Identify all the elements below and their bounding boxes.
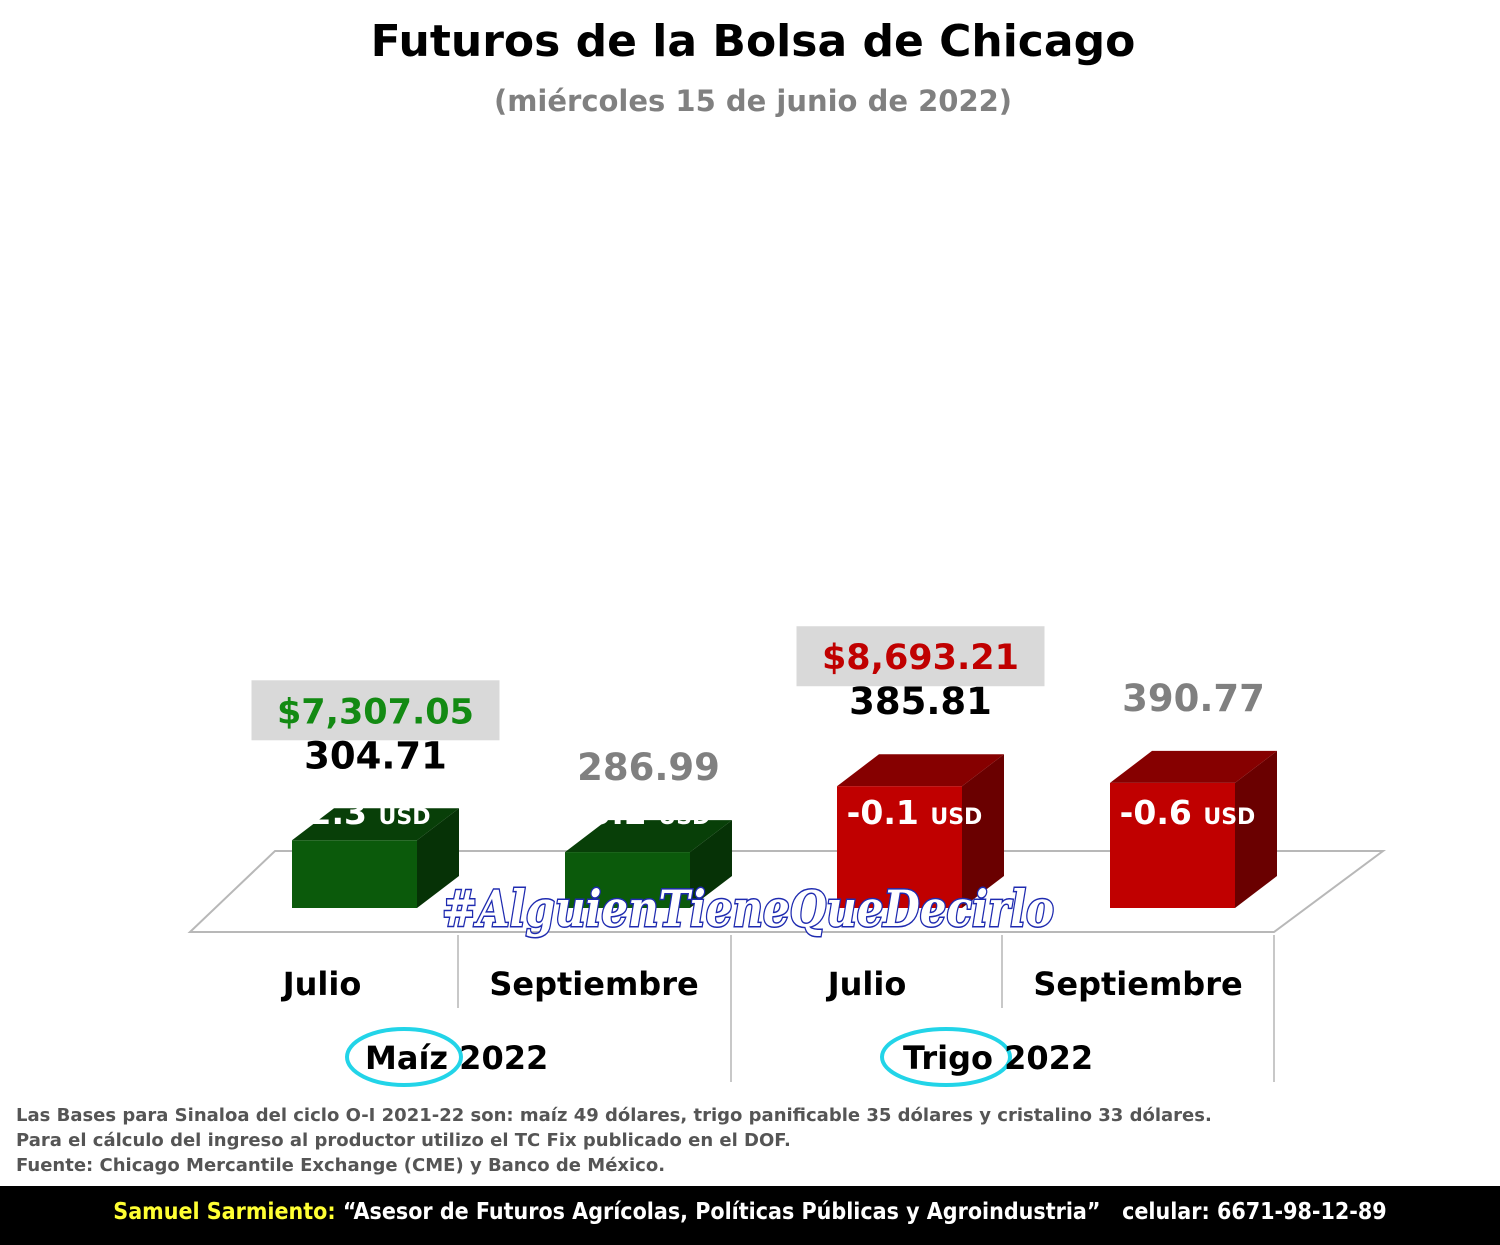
- highlight-circle: [345, 1027, 463, 1087]
- group-label-maiz: Maíz 2022: [365, 1039, 548, 1077]
- change-unit: USD: [1203, 805, 1255, 830]
- change-value: -0.6: [1120, 793, 1204, 832]
- bar-top: [1110, 750, 1277, 783]
- change-value: -0.1: [847, 793, 931, 832]
- group-label-trigo: Trigo 2022: [903, 1039, 1093, 1077]
- footer-banner: Samuel Sarmiento: “Asesor de Futuros Agr…: [0, 1186, 1500, 1245]
- bar: [1110, 782, 1235, 908]
- author-phone: celular: 6671-98-12-89: [1122, 1199, 1387, 1225]
- bar: [565, 852, 690, 908]
- bar-top: [292, 808, 459, 841]
- change-label: -0.1 USD: [847, 793, 983, 832]
- author-tagline: “Asesor de Futuros Agrícolas, Políticas …: [342, 1199, 1101, 1225]
- chart-floor: [187, 850, 1387, 933]
- bar-side: [690, 820, 732, 908]
- change-unit: USD: [930, 805, 982, 830]
- value-label: 304.71: [304, 734, 447, 777]
- change-value: 2.3: [309, 793, 379, 832]
- chart-title: Futuros de la Bolsa de Chicago: [371, 16, 1136, 67]
- value-label: 286.99: [577, 746, 720, 789]
- author-name: Samuel Sarmiento:: [113, 1199, 336, 1225]
- change-label: -0.2 USD: [575, 793, 711, 832]
- chart: Futuros de la Bolsa de Chicago (miércole…: [187, 16, 1387, 1087]
- category-label: Julio: [826, 965, 907, 1003]
- value-label: 390.77: [1122, 677, 1265, 720]
- change-unit: USD: [378, 805, 430, 830]
- change-label: 2.3 USD: [309, 793, 431, 832]
- bar: [292, 840, 417, 908]
- hashtag-watermark: #AlguienTieneQueDecirlo: [442, 879, 1054, 938]
- bar-side: [417, 808, 459, 908]
- note-line: Para el cálculo del ingreso al productor…: [16, 1130, 791, 1151]
- note-line: Las Bases para Sinaloa del ciclo O-I 202…: [16, 1105, 1212, 1126]
- chart-subtitle: (miércoles 15 de junio de 2022): [494, 84, 1012, 118]
- bar: [837, 786, 962, 908]
- change-label: -0.6 USD: [1120, 793, 1256, 832]
- price-label: $7,307.05: [277, 692, 474, 732]
- price-box: [251, 680, 500, 741]
- category-label: Septiembre: [1033, 965, 1242, 1003]
- category-label: Septiembre: [489, 965, 698, 1003]
- note-line: Fuente: Chicago Mercantile Exchange (CME…: [16, 1155, 666, 1176]
- value-label: 385.81: [849, 680, 992, 723]
- category-label: Julio: [281, 965, 362, 1003]
- change-unit: USD: [658, 805, 710, 830]
- price-box: [796, 626, 1045, 687]
- change-value: -0.2: [575, 793, 659, 832]
- bar-side: [1235, 750, 1277, 908]
- footnotes: Las Bases para Sinaloa del ciclo O-I 202…: [16, 1103, 1486, 1178]
- bar-top: [837, 754, 1004, 787]
- price-label: $8,693.21: [822, 638, 1019, 678]
- highlight-circle: [880, 1027, 1012, 1087]
- bar-top: [565, 820, 732, 853]
- bar-side: [962, 754, 1004, 908]
